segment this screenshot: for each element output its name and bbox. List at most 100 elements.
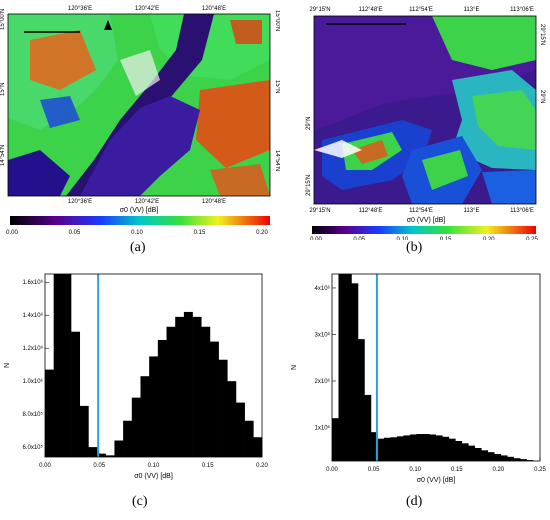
histogram-bar — [344, 274, 352, 461]
x-tick-label: 0.20 — [493, 467, 505, 473]
histogram-bar — [481, 450, 489, 461]
map-a-bottom-coords: 120°36'E 120°42'E 120°48'E — [68, 199, 226, 205]
map-a-right-coord-2: 15°N — [274, 80, 280, 93]
y-tick-label: 6.0x10⁵ — [22, 444, 43, 451]
map-b-bottom-coord-1: 112°48'E — [359, 208, 383, 214]
histogram-bar — [507, 456, 515, 461]
histogram-bar — [149, 356, 159, 457]
x-axis-label: σ0 (VV) [dB] — [417, 477, 456, 484]
histogram-bar — [175, 316, 185, 457]
panel-d: 0.00 0.05 0.10 0.15 0.20 0.25 1x10⁶ 2x10⁶ 3x10⁶ 4… — [285, 262, 550, 487]
histogram-bar — [409, 434, 417, 461]
histogram-bar — [79, 405, 89, 457]
map-a-left-coord-3: 14°54'N — [0, 145, 6, 166]
histogram-bar — [435, 435, 443, 461]
histogram-bar — [364, 394, 372, 461]
map-a-top-coord-2: 120°48'E — [202, 6, 226, 12]
map-b-top-coord-1: 112°48'E — [359, 7, 383, 13]
histogram-bar — [500, 455, 508, 461]
y-tick-label: 8.0x10⁵ — [22, 411, 43, 418]
histogram-bar — [131, 397, 141, 457]
map-b-bottom-coord-3: 113°E — [464, 208, 480, 214]
histogram-bar — [209, 341, 219, 457]
map-b-bottom-coord-2: 112°54'E — [409, 208, 433, 214]
histogram-bar — [140, 376, 150, 457]
histogram-bar — [351, 283, 359, 461]
histogram-bar — [53, 274, 63, 457]
map-b-top-coord-3: 113°E — [464, 7, 480, 13]
map-a-right-coord-1: 15°00'N — [274, 10, 280, 31]
map-b-right-coord-1: 29°N — [539, 90, 545, 103]
histogram-bar — [357, 339, 365, 461]
histogram-bar — [192, 316, 202, 457]
histogram-bar — [383, 437, 391, 461]
map-a-bottom-coord-2: 120°48'E — [202, 199, 226, 205]
map-b-image — [314, 16, 536, 204]
map-a-colorbar-tick-0: 0.00 — [6, 230, 18, 236]
y-tick-label: 1.0x10⁶ — [23, 378, 44, 385]
map-a-colorbar-tick-1: 0.05 — [69, 230, 81, 236]
x-tick-label: 0.05 — [368, 467, 380, 473]
histogram-bar — [338, 274, 346, 461]
map-b-colorbar — [312, 226, 536, 234]
histogram-bar — [513, 458, 521, 461]
y-tick-label: 1.2x10⁶ — [23, 345, 44, 352]
x-tick-label: 0.15 — [451, 467, 463, 473]
caption-b: (b) — [406, 240, 423, 255]
map-a-top-coords: 120°36'E 120°42'E 120°48'E — [68, 6, 226, 12]
x-tick-label: 0.10 — [409, 467, 421, 473]
histogram-bar — [377, 438, 385, 461]
map-b-colorbar-tick-3: 0.15 — [440, 237, 452, 240]
histogram-bar — [396, 436, 404, 461]
histogram-bar — [403, 435, 411, 461]
x-tick-label: 0.10 — [148, 463, 160, 469]
map-a-colorbar-tick-2: 0.10 — [131, 230, 143, 236]
caption-a: (a) — [130, 240, 146, 255]
histogram-bar — [62, 274, 72, 457]
histogram-bar — [105, 455, 115, 457]
map-b-colorbar-tick-4: 0.20 — [483, 237, 495, 240]
histogram-c: 0.00 0.05 0.10 0.15 0.20 6.0x10⁵ 8.0x10⁵ 1.0x10… — [4, 273, 268, 480]
histogram-bar — [390, 437, 398, 461]
x-tick-label: 0.00 — [326, 467, 338, 473]
map-b-right-coord-2: 29°15'N — [539, 24, 545, 45]
histogram-bar — [416, 434, 424, 461]
map-a-colorbar — [10, 216, 270, 225]
histogram-bar — [114, 440, 124, 457]
histogram-bar — [88, 447, 98, 457]
map-a-bottom-coord-0: 120°36'E — [68, 199, 92, 205]
map-a-left-coord-2: 15°N — [0, 83, 6, 96]
y-tick-label: 1x10⁶ — [315, 425, 331, 432]
histogram-bar — [235, 402, 245, 457]
map-a-colorbar-tick-3: 0.15 — [194, 230, 206, 236]
map-a-top-coord-1: 120°42'E — [135, 6, 159, 12]
histogram-bar — [422, 434, 430, 461]
histogram-bar — [157, 339, 167, 457]
map-b-bottom-coord-0: 29°15'N — [309, 208, 330, 214]
map-b-colorbar-tick-1: 0.05 — [353, 237, 365, 240]
histogram-bar — [201, 326, 211, 457]
map-a-colorbar-label: σ0 (VV) [dB] — [120, 207, 159, 214]
panel-b: 29°15'N 112°48'E 112°54'E 113°E 113°06'E 29°… — [282, 0, 550, 243]
histogram-bar — [487, 452, 495, 461]
histogram-bar — [332, 418, 339, 461]
histogram-bar — [253, 437, 263, 457]
map-b-bottom-coords: 29°15'N 112°48'E 112°54'E 113°E 113°06'E — [309, 208, 534, 214]
map-b-left-coord-2: 29°15'N — [306, 175, 312, 196]
histogram-bar — [455, 440, 463, 461]
x-tick-label: 0.15 — [202, 463, 214, 469]
histogram-bar — [123, 420, 133, 457]
north-arrow-icon — [104, 20, 112, 30]
histogram-bar — [218, 359, 228, 457]
caption-c: (c) — [132, 494, 148, 509]
histogram-bar — [429, 434, 437, 461]
map-b-top-coord-0: 29°15'N — [309, 7, 330, 13]
map-a-colorbar-ticks: 0.00 0.05 0.10 0.15 0.20 — [6, 230, 268, 236]
map-b-colorbar-label: σ0 (VV) [dB] — [407, 217, 446, 224]
map-b-top-coord-2: 112°54'E — [409, 7, 433, 13]
histogram-bar — [370, 432, 378, 461]
histogram-bar — [227, 381, 237, 457]
histogram-bar — [45, 369, 54, 457]
y-tick-label: 2x10⁶ — [315, 378, 331, 385]
histogram-bar — [526, 460, 534, 461]
